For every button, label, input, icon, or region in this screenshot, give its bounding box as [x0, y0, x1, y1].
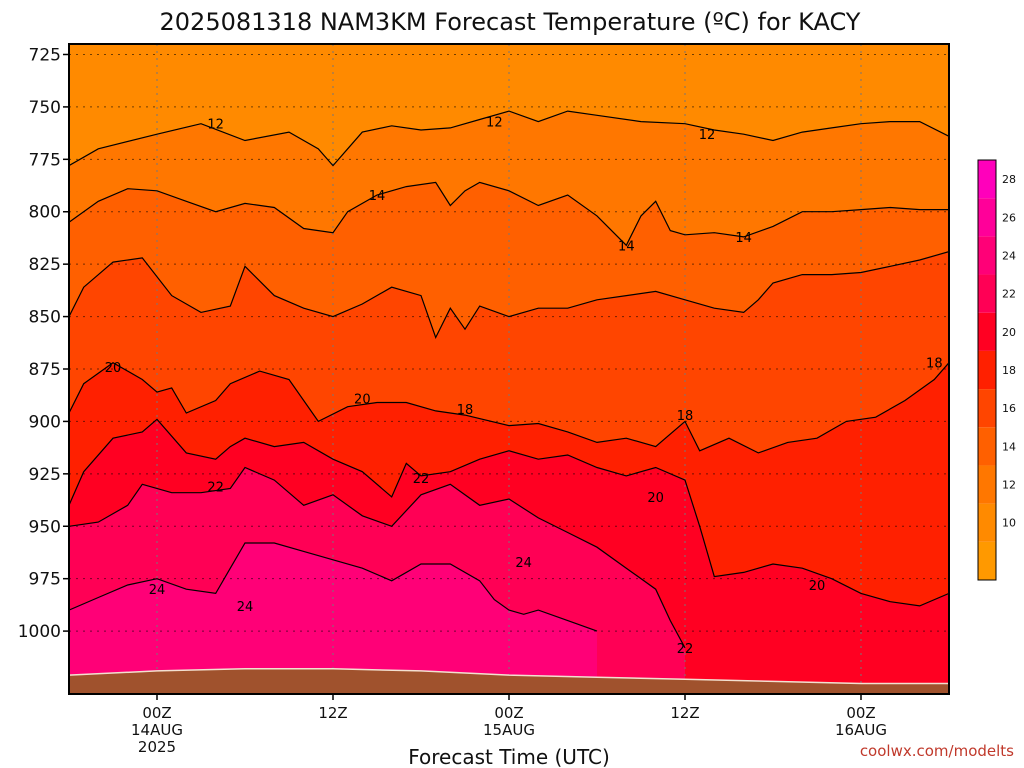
colorbar-label-14: 14: [1002, 440, 1016, 453]
colorbar-label-18: 18: [1002, 364, 1016, 377]
y-tick-label-900: 900: [29, 412, 61, 432]
colorbar-label-20: 20: [1002, 326, 1016, 339]
contour-labels: 12 12 12 14 14 14 18 18 18 20 20 20 20 22 22 22 24 24 24: [105, 116, 943, 657]
colorbar-swatch-20: [978, 312, 996, 351]
colorbar-label-12: 12: [1002, 479, 1016, 492]
y-tick-label-775: 775: [29, 150, 61, 170]
colorbar-label-22: 22: [1002, 288, 1016, 301]
x-tick-label-0-1: 14AUG: [131, 721, 183, 739]
contour-line-22: [69, 466, 686, 649]
colorbar-swatch-14: [978, 427, 996, 466]
colorbar-swatch-28: [978, 160, 996, 199]
contour-label-18: 18: [926, 357, 943, 372]
colorbar: 10 12 14 16 18 20 22 24 26 28: [977, 159, 1016, 581]
contour-label-22: 22: [677, 642, 694, 657]
colorbar-swatch-8: [978, 541, 996, 580]
contour-line-24: [69, 542, 598, 632]
colorbar-swatch-18: [978, 350, 996, 390]
contour-label-24: 24: [515, 556, 532, 571]
contour-line-14: [69, 181, 949, 247]
contour-label-20: 20: [354, 392, 371, 407]
colorbar-swatch-10: [978, 503, 996, 542]
contour-label-20: 20: [647, 491, 664, 506]
colorbar-frame: [977, 159, 997, 581]
x-tick-label-24-1: 15AUG: [483, 721, 535, 739]
x-axis-label: Forecast Time (UTC): [408, 745, 610, 768]
contour-label-12: 12: [699, 128, 716, 143]
ground-area: [69, 668, 949, 694]
y-tick-label-725: 725: [29, 45, 61, 65]
colorbar-label-26: 26: [1002, 211, 1016, 224]
credit-link[interactable]: coolwx.com/modelts: [860, 742, 1014, 760]
colorbar-swatch-12: [978, 465, 996, 504]
colorbar-label-16: 16: [1002, 402, 1016, 415]
temperature-fill: [69, 44, 949, 694]
x-tick-label-0-0: 00Z: [142, 704, 171, 722]
y-tick-label-1000: 1000: [18, 622, 61, 642]
colorbar-label-28: 28: [1002, 173, 1016, 186]
contour-lines: [69, 110, 949, 649]
contour-label-14: 14: [618, 239, 635, 254]
contour-line-20: [69, 418, 949, 607]
contour-label-18: 18: [457, 403, 474, 418]
ground-surface: [69, 668, 949, 694]
y-tick-label-875: 875: [29, 360, 61, 380]
contour-label-20: 20: [105, 361, 122, 376]
y-axis: 725 750 775 800 825 850 875 900 925 950 975 1000: [18, 45, 69, 642]
contour-label-22: 22: [413, 472, 430, 487]
contour-label-14: 14: [369, 189, 386, 204]
contour-label-12: 12: [486, 116, 503, 131]
colorbar-label-10: 10: [1002, 517, 1016, 530]
y-tick-label-975: 975: [29, 570, 61, 590]
y-tick-label-950: 950: [29, 517, 61, 537]
contour-label-24: 24: [237, 600, 254, 615]
x-tick-label-24-0: 00Z: [494, 704, 523, 722]
contour-line-18: [69, 361, 949, 454]
colorbar-swatch-16: [978, 389, 996, 428]
colorbar-swatch-24: [978, 236, 996, 275]
x-tick-label-48-1: 16AUG: [835, 721, 887, 739]
colorbar-swatch-22: [978, 274, 996, 313]
contour-label-24: 24: [149, 583, 166, 598]
y-tick-label-750: 750: [29, 98, 61, 118]
y-tick-label-800: 800: [29, 203, 61, 223]
colorbar-label-24: 24: [1002, 249, 1016, 262]
chart-title: 2025081318 NAM3KM Forecast Temperature (…: [160, 8, 861, 36]
x-tick-label-36-0: 12Z: [670, 704, 699, 722]
contour-label-18: 18: [677, 409, 694, 424]
contour-label-20: 20: [809, 579, 826, 594]
contour-line-16: [69, 251, 949, 340]
plot-area: 12 12 12 14 14 14 18 18 18 20 20 20 20 22 22 22 24 24 24: [69, 44, 949, 694]
colorbar-swatch-26: [978, 198, 996, 237]
contour-label-12: 12: [207, 118, 224, 133]
x-tick-label-12-0: 12Z: [318, 704, 347, 722]
y-tick-label-850: 850: [29, 308, 61, 328]
contour-label-22: 22: [207, 480, 224, 495]
contour-label-14: 14: [735, 231, 752, 246]
x-tick-label-0-2: 2025: [138, 738, 176, 756]
y-tick-label-825: 825: [29, 255, 61, 275]
y-tick-label-925: 925: [29, 465, 61, 485]
x-tick-label-48-0: 00Z: [846, 704, 875, 722]
contour-line-12: [69, 110, 949, 167]
